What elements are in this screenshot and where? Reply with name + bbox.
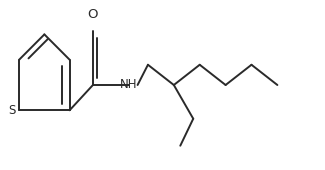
Text: NH: NH bbox=[120, 79, 137, 91]
Text: S: S bbox=[8, 104, 16, 117]
Text: O: O bbox=[88, 8, 98, 21]
